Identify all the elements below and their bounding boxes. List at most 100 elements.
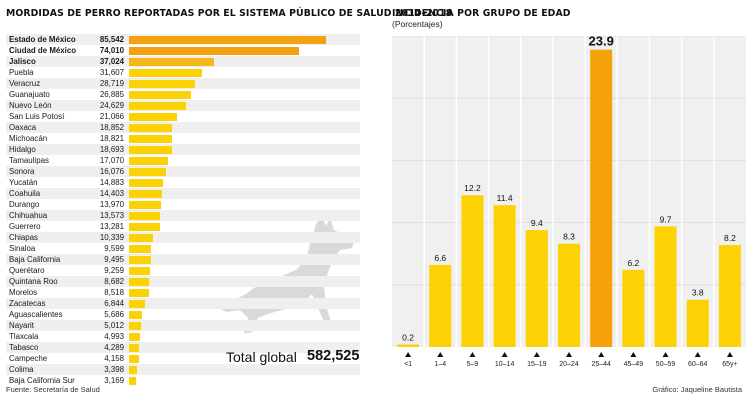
state-label: Sonora [9,167,35,176]
axis-marker [566,352,572,357]
state-row: Campeche 4,158 [6,353,360,364]
state-value-label: 85,542 [99,35,124,44]
state-bar [129,299,145,308]
state-bar [129,365,137,374]
state-label: Sinaloa [9,244,36,253]
age-bar [622,269,645,347]
state-label: Guanajuato [9,90,50,99]
axis-marker [726,352,733,357]
axis-marker [405,352,412,357]
axis-marker [469,352,476,357]
age-category-label: 15–19 [527,361,547,368]
age-bar [461,195,484,347]
credit-note: Gráfico: Jaqueline Bautista [652,385,742,394]
state-row: Hidalgo 18,693 [6,144,360,155]
state-row: Michoacán 18,821 [6,133,360,144]
state-value-label: 3,398 [104,365,124,374]
state-row: Querétaro 9,259 [6,265,360,276]
axis-marker [694,352,701,357]
state-row: Veracruz 28,719 [6,78,360,89]
state-value-label: 10,339 [99,233,124,242]
state-label: Michoacán [9,134,48,143]
state-bar [129,79,196,88]
state-value-label: 18,693 [99,145,124,154]
state-value-label: 14,403 [99,189,124,198]
state-value-label: 9,259 [104,266,124,275]
state-bar [129,343,139,352]
state-value-label: 9,495 [104,255,124,264]
state-bar [129,376,137,385]
state-row: Nayarit 5,012 [6,320,360,331]
state-bar [129,288,149,297]
age-value-label: 23.9 [589,36,614,49]
state-label: Querétaro [9,266,45,275]
state-label: Estado de México [9,35,76,44]
age-bar [493,205,516,347]
age-category-label: <1 [404,361,412,368]
state-row: Tabasco 4,289 [6,342,360,353]
source-note: Fuente: Secretaría de Salud [6,385,100,394]
state-row: Nuevo León 24,629 [6,100,360,111]
state-value-label: 17,070 [99,156,124,165]
state-bar [129,332,141,341]
state-row: Quintana Roo 8,682 [6,276,360,287]
state-label: Guerrero [9,222,41,231]
state-label: Jalisco [9,57,36,66]
axis-marker [598,352,605,357]
state-bar [129,321,141,330]
state-value-label: 18,821 [99,134,124,143]
age-bar [525,230,548,347]
state-label: Quintana Roo [9,277,58,286]
state-value-label: 16,076 [99,167,124,176]
age-bar [590,49,613,348]
axis-marker [533,352,540,357]
state-value-label: 4,289 [104,343,124,352]
state-label: Chiapas [9,233,38,242]
state-value-label: 37,024 [99,57,124,66]
state-label: Tamaulipas [9,156,49,165]
state-value-label: 8,682 [104,277,124,286]
state-row: Tlaxcala 4,993 [6,331,360,342]
left-chart-title: MORDIDAS DE PERRO REPORTADAS POR EL SIST… [6,8,453,19]
state-bar [129,46,300,55]
state-label: Campeche [9,354,48,363]
state-label: Baja California Sur [9,376,75,385]
state-row: Puebla 31,607 [6,67,360,78]
age-value-label: 8.3 [563,232,575,242]
age-value-label: 8.2 [724,233,736,243]
state-value-label: 3,169 [104,376,124,385]
state-row: Yucatán 14,883 [6,177,360,188]
state-label: Aguascalientes [9,310,63,319]
state-label: Nuevo León [9,101,52,110]
state-bar [129,222,160,231]
state-value-label: 4,158 [104,354,124,363]
state-value-label: 21,066 [99,112,124,121]
state-value-label: 5,012 [104,321,124,330]
state-row: Durango 13,970 [6,199,360,210]
state-label: Durango [9,200,40,209]
age-value-label: 6.6 [434,253,446,263]
state-bar [129,310,143,319]
state-value-label: 24,629 [99,101,124,110]
state-row: Ciudad de México 74,010 [6,45,360,56]
state-row: Sinaloa 9,599 [6,243,360,254]
state-label: Yucatán [9,178,38,187]
state-bar [129,178,164,187]
state-value-label: 9,599 [104,244,124,253]
state-bar [129,145,172,154]
age-value-label: 0.2 [402,333,414,343]
state-label: Zacatecas [9,299,46,308]
state-bar [129,123,173,132]
state-row: Baja California Sur 3,169 [6,375,360,386]
state-label: Nayarit [9,321,34,330]
state-bar [129,167,166,176]
age-bar [397,344,420,347]
state-bar [129,189,163,198]
state-value-label: 74,010 [99,46,124,55]
state-row: San Luis Potosí 21,066 [6,111,360,122]
total-label: Total global [226,349,297,365]
state-bar [129,68,202,77]
state-row: Tamaulipas 17,070 [6,155,360,166]
age-value-label: 3.8 [692,288,704,298]
state-label: Ciudad de México [9,46,77,55]
